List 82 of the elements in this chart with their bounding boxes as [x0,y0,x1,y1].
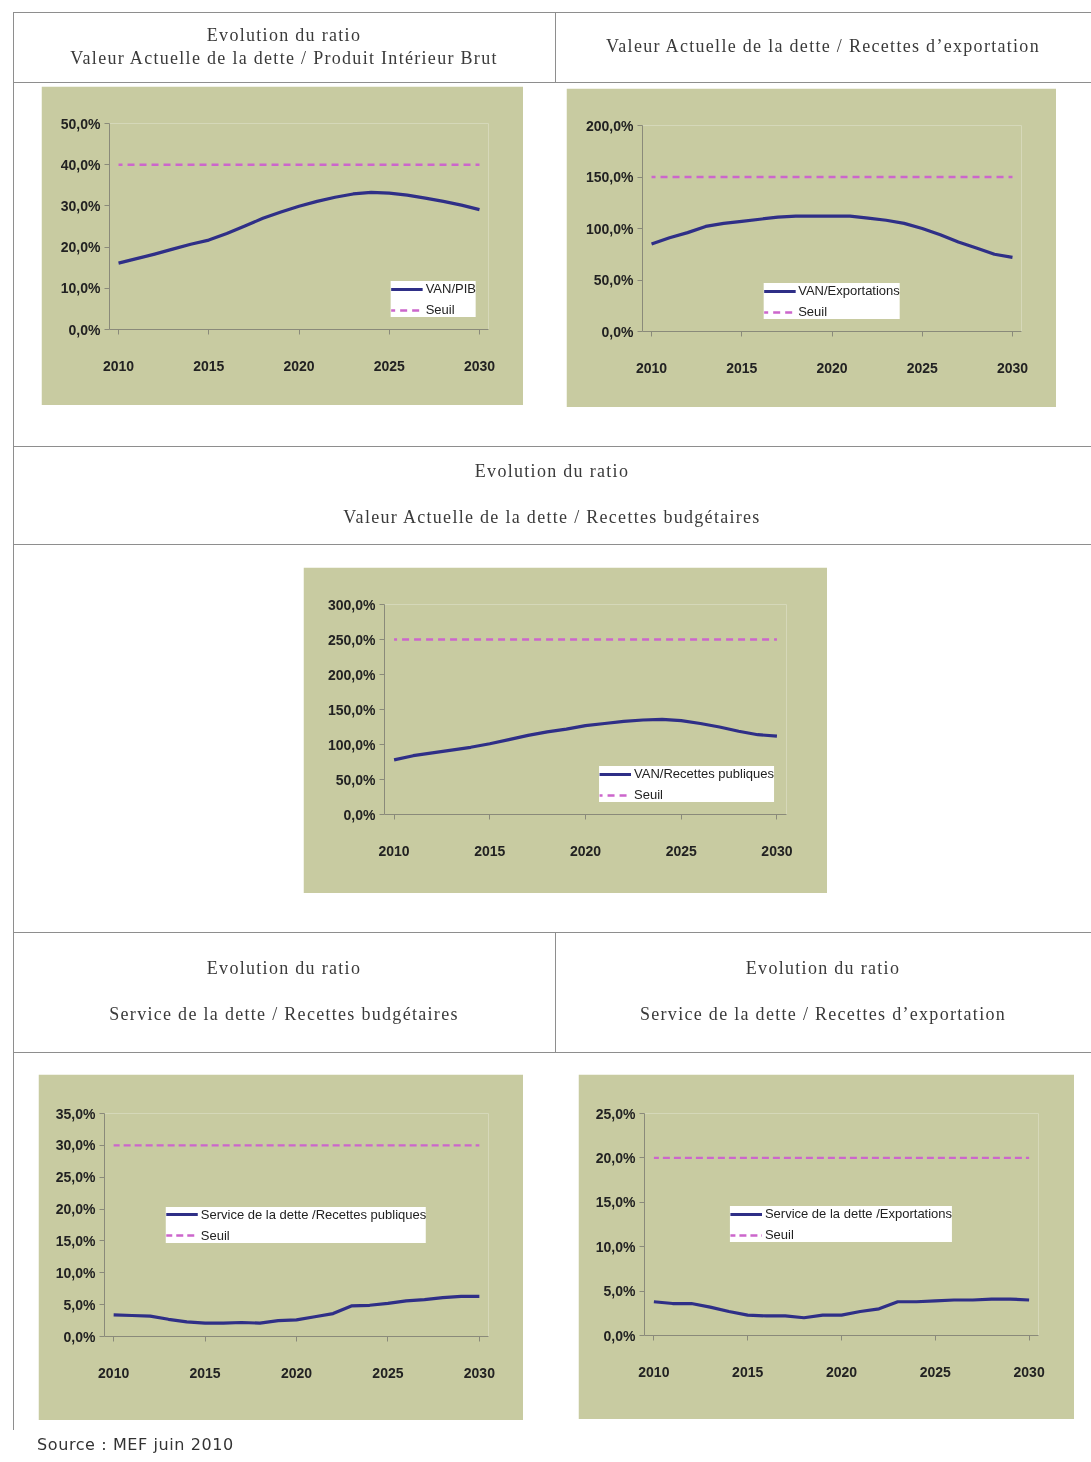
y-tick-label: 50,0% [335,771,377,788]
x-tick-label: 2015 [474,842,506,859]
y-tick-label: 5,0% [63,1296,97,1313]
y-tick-label: 150,0% [586,169,635,185]
chart-subtitle: Valeur Actuelle de la dette / Recettes budgétaires [343,507,761,528]
y-tick-label: 200,0% [328,666,377,683]
x-tick-label: 2020 [283,357,315,374]
y-tick-label: 0,0% [343,806,377,823]
y-tick-label: 100,0% [586,220,635,237]
x-tick-label: 2010 [378,842,410,859]
legend-label: Seuil [634,787,663,802]
y-tick-label: 100,0% [328,736,377,753]
x-tick-label: 2030 [463,1364,496,1381]
y-tick-label: 30,0% [55,1137,97,1154]
x-tick-label: 2030 [1013,1363,1045,1380]
line-series [652,1297,1031,1320]
legend-label: Service de la dette /Exportations [764,1206,953,1221]
y-tick-label: 20,0% [55,1201,97,1218]
x-tick-label: 2010 [102,357,135,374]
y-tick-label: 35,0% [55,1105,97,1122]
x-tick-label: 2020 [280,1364,313,1381]
y-tick-label: 20,0% [60,239,102,256]
x-tick-label: 2030 [463,357,496,374]
chart-subtitle: Valeur Actuelle de la dette / Produit Intérieur Brut [70,47,498,69]
y-tick-label: 15,0% [595,1194,637,1211]
y-tick-label: 200,0% [586,117,635,134]
line-series [392,717,779,762]
y-tick-label: 10,0% [60,280,102,297]
y-tick-label: 10,0% [55,1264,97,1281]
legend-label: VAN/Recettes publiques [634,766,774,781]
line-series [649,214,1015,259]
y-tick-label: 0,0% [63,1328,97,1345]
x-tick-label: 2025 [665,842,697,859]
y-tick-label: 0,0% [603,1327,637,1344]
legend-label: Seuil [764,1227,794,1242]
legend-label: Seuil [425,302,455,317]
y-tick-label: 50,0% [60,115,102,132]
y-tick-label: 10,0% [595,1238,637,1255]
x-tick-label: 2015 [732,1363,764,1380]
y-tick-label: 0,0% [601,323,635,340]
x-tick-label: 2015 [189,1364,221,1381]
y-tick-label: 150,0% [328,701,377,718]
x-tick-label: 2010 [638,1363,670,1380]
chart-title: Valeur Actuelle de la dette / Recettes d’exportation [606,36,1040,57]
y-tick-label: 0,0% [68,321,102,338]
y-tick-label: 20,0% [595,1149,637,1166]
chart-subtitle: Service de la dette / Recettes budgétaires [109,1004,459,1025]
legend-label: Seuil [798,304,828,319]
source-note: Source : MEF juin 2010 [37,1434,234,1456]
x-tick-label: 2030 [761,842,793,859]
y-tick-label: 40,0% [60,156,102,173]
legend-label: Seuil [200,1227,230,1243]
y-tick-label: 50,0% [593,272,635,288]
y-tick-label: 300,0% [328,596,377,613]
legend-label: VAN/PIB [425,281,476,296]
x-tick-label: 2020 [816,359,848,376]
chart-title: Evolution du ratio [474,461,630,482]
x-tick-label: 2020 [569,842,602,859]
chart-title: Evolution du ratio [745,958,901,979]
y-tick-label: 250,0% [328,631,377,648]
x-tick-label: 2015 [193,357,225,374]
x-tick-label: 2025 [919,1363,952,1380]
legend-label: Service de la dette /Recettes publiques [200,1206,427,1222]
x-tick-label: 2020 [825,1363,858,1380]
line-series [112,1294,481,1325]
chart-title: Evolution du ratio [206,24,362,46]
x-tick-label: 2025 [373,357,406,374]
x-tick-label: 2010 [635,359,668,376]
y-tick-label: 25,0% [595,1105,637,1122]
chart-title: Evolution du ratio [206,958,362,979]
y-tick-label: 30,0% [60,197,102,214]
x-tick-label: 2030 [996,359,1029,376]
x-tick-label: 2010 [98,1364,130,1381]
y-tick-label: 15,0% [55,1232,97,1249]
x-tick-label: 2025 [372,1364,404,1381]
chart-subtitle: Service de la dette / Recettes d’exportation [639,1004,1007,1025]
y-tick-label: 25,0% [55,1169,97,1186]
x-tick-label: 2025 [906,359,939,376]
legend-label: VAN/Exportations [798,283,900,298]
y-tick-label: 5,0% [603,1283,637,1300]
x-tick-label: 2015 [726,359,758,376]
line-series [116,190,482,265]
